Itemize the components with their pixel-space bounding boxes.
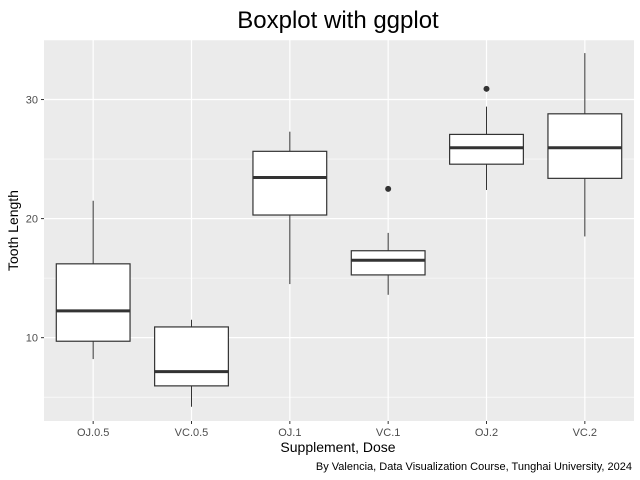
y-tick-label-1: 20 <box>26 214 38 226</box>
x-tick-label-5: VC.2 <box>573 427 597 439</box>
box-OJ.0.5 <box>55 200 131 360</box>
box-body <box>252 150 328 216</box>
x-axis-title: Supplement, Dose <box>280 439 395 455</box>
chart-title: Boxplot with ggplot <box>237 7 439 34</box>
box-VC.2 <box>547 53 623 237</box>
box-VC.1 <box>350 185 426 295</box>
outlier-point-0 <box>483 85 490 92</box>
box-body <box>350 250 426 276</box>
box-OJ.1 <box>252 131 328 285</box>
box-VC.0.5 <box>154 319 229 407</box>
tick-layer: 10 20 30 OJ.0.5 VC.0.5 OJ.1 VC.1 OJ.2 VC.2 <box>26 95 597 439</box>
plot-panel <box>44 40 634 421</box>
box-layer <box>55 53 623 407</box>
y-tick-label-2: 30 <box>26 95 38 107</box>
x-tick-label-0: OJ.0.5 <box>77 427 109 439</box>
box-body <box>55 263 131 342</box>
x-tick-label-4: OJ.2 <box>475 427 498 439</box>
x-tick-label-1: VC.0.5 <box>175 427 209 439</box>
y-tick-label-0: 10 <box>26 333 38 345</box>
y-axis-title: Tooth Length <box>5 190 21 271</box>
outlier-point-0 <box>385 185 392 192</box>
box-body <box>449 133 524 165</box>
x-tick-label-2: OJ.1 <box>278 427 301 439</box>
box-OJ.2 <box>449 85 524 191</box>
box-body <box>547 113 623 179</box>
box-body <box>154 326 229 387</box>
chart-caption: By Valencia, Data Visualization Course, … <box>316 461 632 473</box>
x-tick-label-3: VC.1 <box>376 427 400 439</box>
